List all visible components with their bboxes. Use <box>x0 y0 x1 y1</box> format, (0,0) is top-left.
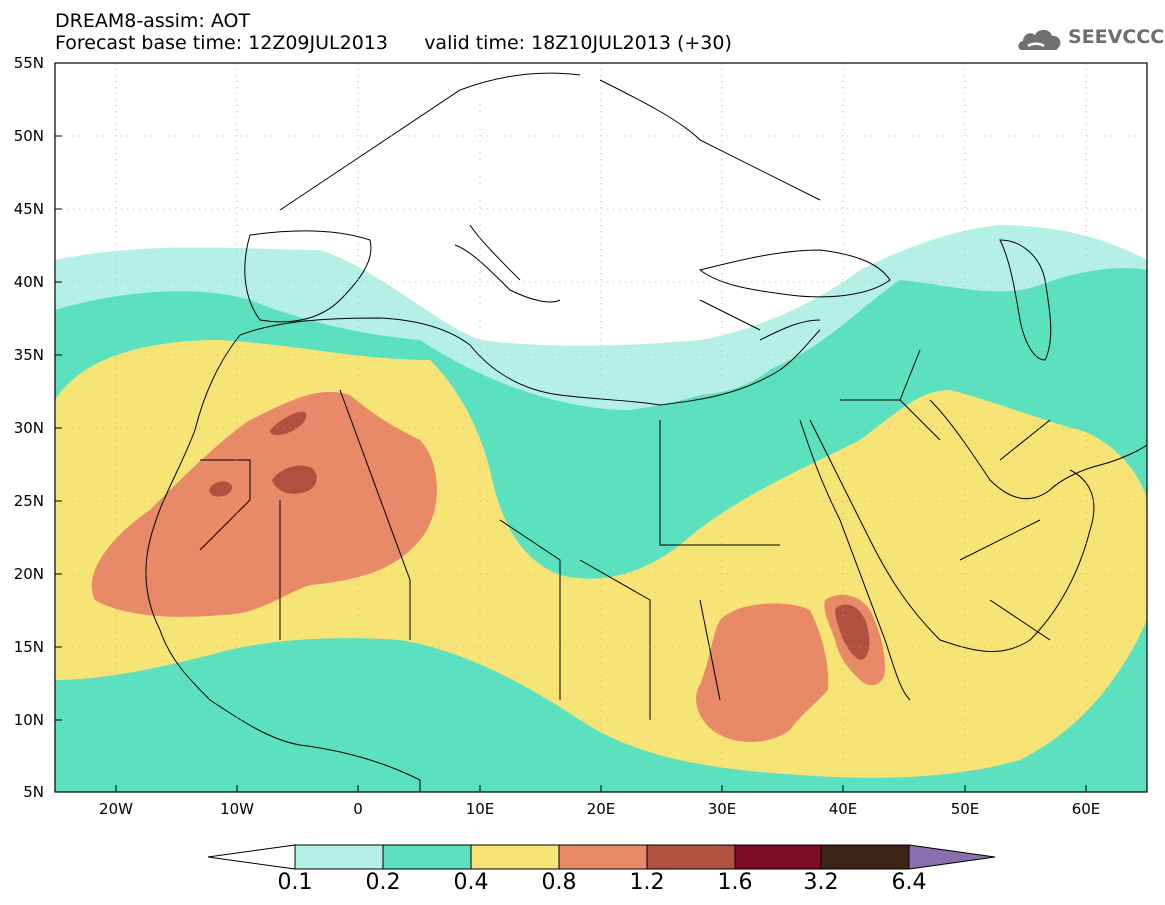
graticule <box>55 63 1147 792</box>
lat-label-15n: 15N <box>13 638 44 656</box>
colorbar-bin-3.2 <box>820 844 910 870</box>
coast-persian-gulf <box>929 399 1147 500</box>
colorbar-label-1.2: 1.2 <box>629 870 665 895</box>
colorbar-label-1.6: 1.6 <box>717 870 753 895</box>
colorbar-bin-0.4 <box>470 844 560 870</box>
lat-label-55n: 55N <box>13 54 44 72</box>
logo-text: SEEVCCC <box>1068 26 1165 48</box>
coast-europe-north <box>279 72 821 211</box>
lat-label-10n: 10N <box>13 711 44 729</box>
coast-black-sea <box>698 249 891 298</box>
colorbar-label-3.2: 3.2 <box>803 870 839 895</box>
lon-label-30e: 30E <box>707 800 737 818</box>
coast-mediterranean-east <box>699 299 821 341</box>
colorbar-over-arrow <box>908 844 996 870</box>
axis-ticks <box>55 62 1087 792</box>
lat-label-40n: 40N <box>13 273 44 291</box>
seevccc-logo: SEEVCCC <box>1016 24 1164 54</box>
lat-label-35n: 35N <box>13 346 44 364</box>
lat-label-20n: 20N <box>13 565 44 583</box>
colorbar-label-0.2: 0.2 <box>365 870 401 895</box>
lon-label-60e: 60E <box>1071 800 1101 818</box>
lon-label-50e: 50E <box>950 800 980 818</box>
coast-caspian <box>999 239 1052 361</box>
aot-band-1.2-a <box>272 465 317 494</box>
lat-label-30n: 30N <box>13 419 44 437</box>
aot-band-1.2-b <box>209 481 233 497</box>
map-title: DREAM8-assim: AOT <box>55 10 251 32</box>
aot-band-1.2-d <box>835 604 870 660</box>
lon-label-10e: 10E <box>465 800 495 818</box>
colorbar-label-0.4: 0.4 <box>453 870 489 895</box>
colorbar-under-arrow <box>207 844 296 870</box>
lat-label-45n: 45N <box>13 200 44 218</box>
borders-africa <box>199 389 780 720</box>
lon-label-40e: 40E <box>828 800 858 818</box>
forecast-time-subtitle: Forecast base time: 12Z09JUL2013 valid t… <box>55 32 732 54</box>
coast-west-africa <box>145 334 421 792</box>
coast-red-sea <box>799 419 1095 701</box>
aot-band-0.8-sahara <box>91 391 437 617</box>
colorbar-bin-0.8 <box>558 844 648 870</box>
lat-label-5n: 5N <box>23 783 44 801</box>
borders-middle-east <box>840 349 1051 641</box>
lat-label-25n: 25N <box>13 492 44 510</box>
aot-band-1.2-c <box>270 411 307 436</box>
colorbar-bin-0.1 <box>294 844 384 870</box>
aot-band-0.1-levant <box>480 320 800 400</box>
colorbar-label-0.1: 0.1 <box>277 870 313 895</box>
lat-label-50n: 50N <box>13 127 44 145</box>
coast-italy <box>454 224 561 303</box>
lon-label-0: 0 <box>353 800 363 818</box>
coast-iberia <box>244 230 372 323</box>
cloud-icon <box>1018 29 1061 50</box>
colorbar <box>207 844 996 870</box>
colorbar-label-6.4: 6.4 <box>891 870 927 895</box>
colorbar-bin-1.6 <box>734 844 822 870</box>
lon-label-20w: 20W <box>99 800 133 818</box>
aot-band-0.8-sudan <box>696 603 829 742</box>
lon-label-20e: 20E <box>586 800 616 818</box>
colorbar-label-0.8: 0.8 <box>541 870 577 895</box>
colorbar-bin-1.2 <box>646 844 736 870</box>
colorbar-bin-0.2 <box>382 844 472 870</box>
lon-label-10w: 10W <box>220 800 254 818</box>
coast-north-africa <box>239 317 821 406</box>
country-borders <box>145 72 1147 792</box>
aot-contour-fields <box>55 63 1147 792</box>
